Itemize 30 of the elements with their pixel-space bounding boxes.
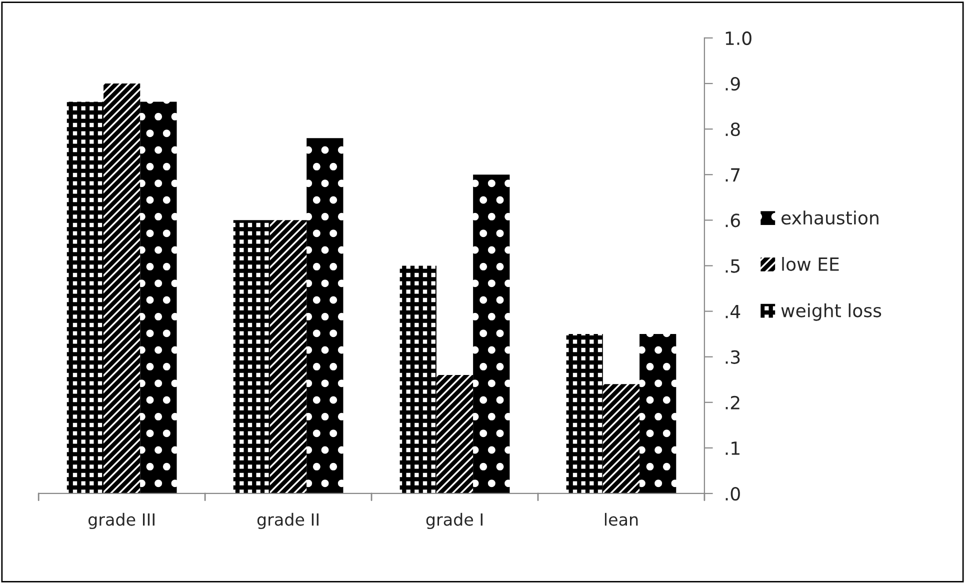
y-tick-label: 1.0: [726, 31, 752, 46]
y-tick-label: .1: [726, 442, 740, 455]
bar: [602, 384, 640, 494]
x-tick-label: grade II: [257, 512, 318, 530]
y-tick-label: .8: [726, 122, 740, 136]
legend-label: weight loss: [781, 303, 882, 321]
bar: [640, 334, 676, 494]
x-tick-label: grade III: [88, 512, 154, 530]
x-tick-label: lean: [604, 512, 638, 526]
bar: [233, 220, 270, 494]
bar: [306, 138, 344, 494]
bar: [400, 266, 436, 494]
y-tick-label: .7: [726, 168, 740, 182]
y-tick-label: .5: [726, 259, 740, 273]
y-tick-label: .2: [726, 396, 740, 410]
x-tick-label: grade I: [426, 512, 482, 530]
bar: [436, 375, 474, 494]
bar: [140, 102, 177, 494]
bar: [473, 174, 510, 494]
bar: [66, 102, 104, 494]
y-tick-label: .6: [726, 214, 740, 228]
bar: [566, 334, 603, 494]
y-tick-label: .4: [726, 304, 740, 318]
bar: [270, 220, 307, 494]
legend-label: exhaustion: [782, 210, 878, 225]
legend-label: low EE: [782, 256, 839, 271]
y-tick-label: .3: [726, 350, 740, 364]
bar: [104, 84, 140, 494]
y-tick-label: .0: [726, 486, 740, 501]
y-tick-label: .9: [726, 76, 740, 91]
